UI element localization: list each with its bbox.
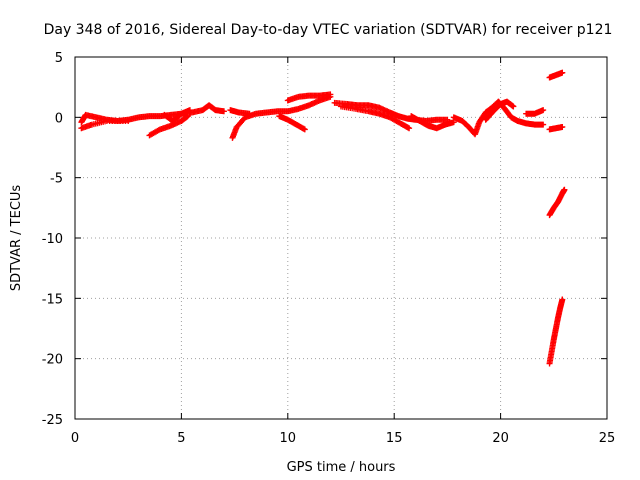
x-tick-label: 0 [71,431,79,446]
x-tick-label: 20 [492,431,509,446]
x-tick-label: 15 [386,431,403,446]
x-tick-label: 10 [280,431,297,446]
x-tick-label: 25 [599,431,616,446]
data-points [78,69,568,367]
data-point [540,121,547,128]
data-point [406,125,413,132]
data-point [327,91,334,98]
data-point [125,117,132,124]
data-point [510,103,517,110]
y-tick-label: -5 [50,172,63,187]
data-point [540,107,547,114]
data-point [220,108,227,115]
data-point [301,126,308,133]
y-tick-label: -20 [42,353,63,368]
y-tick-label: -25 [42,413,63,428]
axis-ticks: 0 5 10 15 20 25 -25 -20 -15 -10 -5 0 5 [42,51,616,446]
chart-title: Day 348 of 2016, Sidereal Day-to-day VTE… [44,22,613,38]
y-axis-label: SDTVAR / TECUs [9,185,24,292]
x-tick-label: 5 [177,431,185,446]
data-point [246,110,253,117]
data-point [559,69,566,76]
y-tick-label: -10 [42,232,63,247]
data-point [186,107,193,114]
y-tick-label: -15 [42,292,63,307]
data-point [561,186,568,193]
x-axis-label: GPS time / hours [287,460,396,475]
y-tick-label: 5 [55,51,63,66]
data-point [559,296,566,303]
data-point [559,123,566,130]
data-point [184,113,191,120]
y-tick-label: 0 [55,111,63,126]
